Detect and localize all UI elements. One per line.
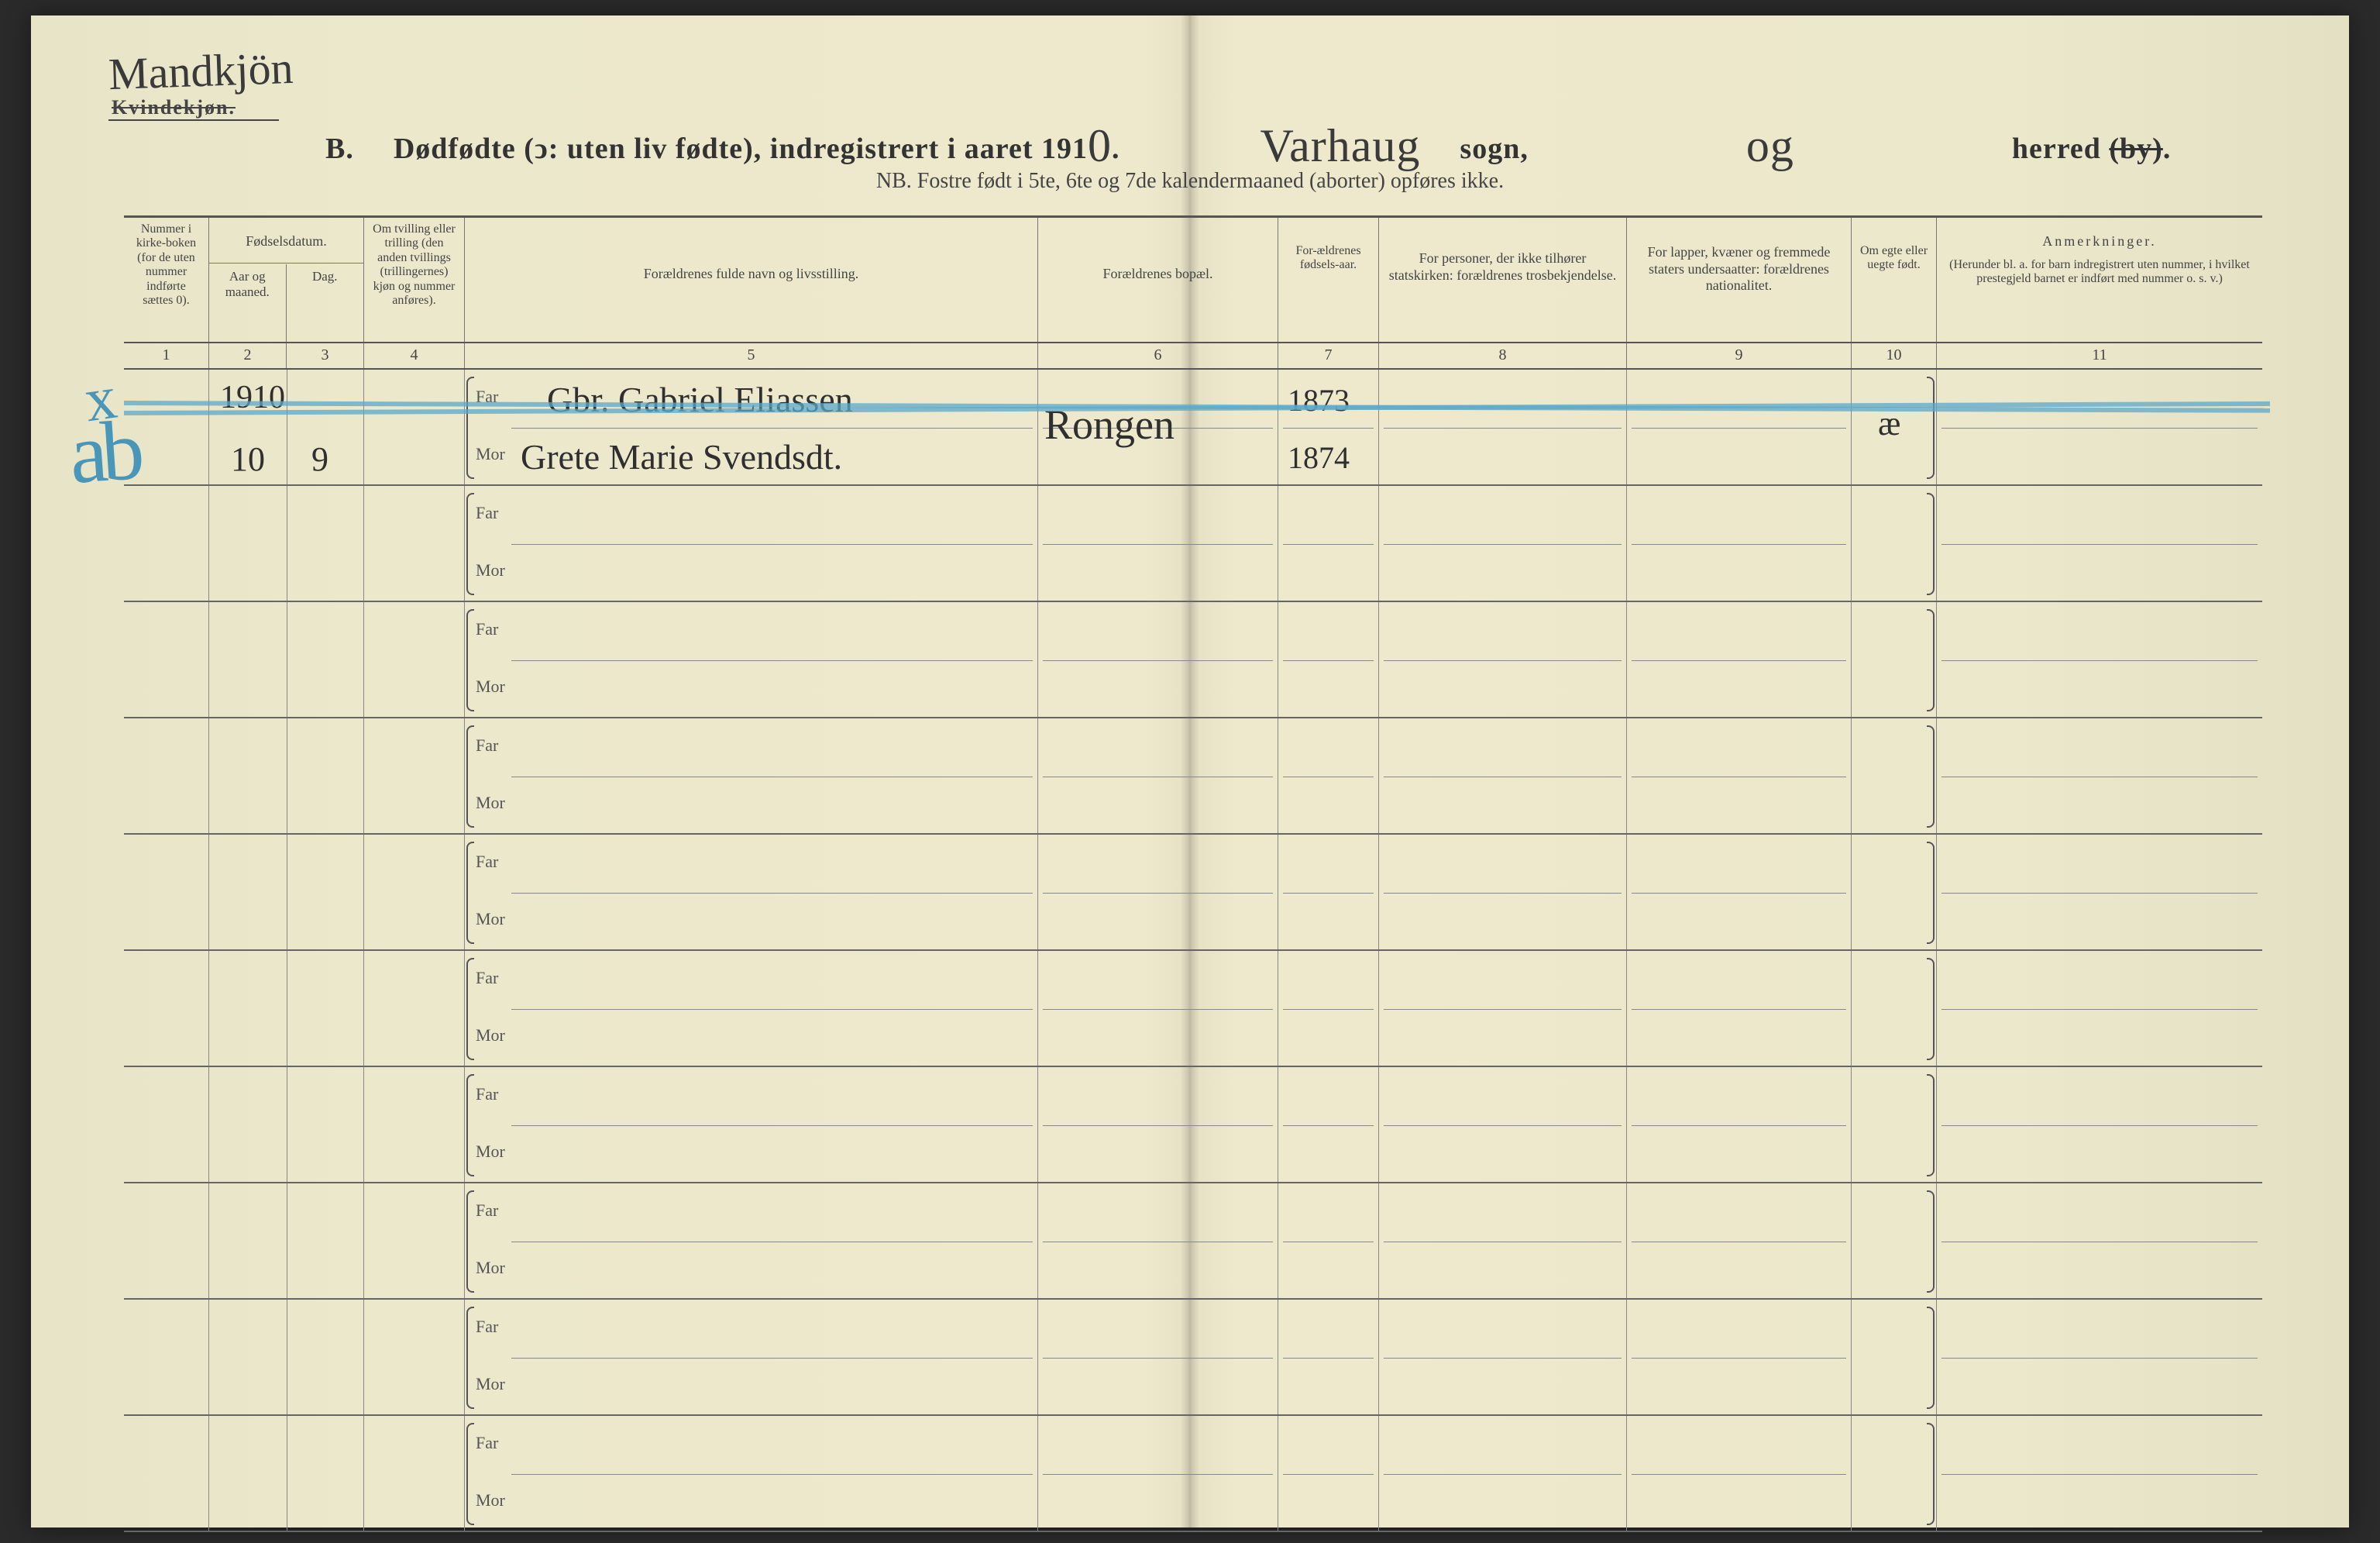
herred-label: herred (by). bbox=[2012, 133, 2172, 165]
far-label: Far bbox=[476, 1433, 498, 1453]
sogn-handwritten: Varhaug bbox=[1260, 120, 1420, 171]
colnum-8: 8 bbox=[1379, 343, 1627, 368]
colnum-1: 1 bbox=[124, 343, 209, 368]
table-row: Far Mor bbox=[124, 718, 2262, 835]
far-label: Far bbox=[476, 1317, 498, 1337]
colnum-7: 7 bbox=[1278, 343, 1379, 368]
herred-strike: (by) bbox=[2109, 133, 2162, 165]
table-row: Far Mor bbox=[124, 951, 2262, 1067]
mor-label: Mor bbox=[476, 1258, 505, 1278]
table-row: Far Mor bbox=[124, 1416, 2262, 1532]
far-label: Far bbox=[476, 1084, 498, 1104]
mor-label: Mor bbox=[476, 1142, 505, 1162]
underline bbox=[108, 119, 279, 121]
nb-line: NB. Fostre født i 5te, 6te og 7de kalend… bbox=[31, 169, 2349, 194]
colnum-11: 11 bbox=[1937, 343, 2262, 368]
entry-month: 10 bbox=[231, 439, 265, 479]
colnum-2: 2 bbox=[209, 343, 287, 368]
title-main: Dødfødte (ↄ: uten liv fødte), indregistr… bbox=[394, 133, 1088, 165]
col11-sub: (Herunder bl. a. for barn indregistrert … bbox=[1943, 250, 2256, 287]
table-row: Far Mor bbox=[124, 1067, 2262, 1183]
colnum-9: 9 bbox=[1627, 343, 1852, 368]
mor-label: Mor bbox=[476, 1374, 505, 1394]
entry-day: 9 bbox=[311, 439, 328, 479]
col5-head: Forældrenes fulde navn og livsstilling. bbox=[471, 222, 1031, 283]
colnum-6: 6 bbox=[1038, 343, 1278, 368]
gender-handwritten: Mandkjön bbox=[108, 42, 294, 100]
title-period: . bbox=[1112, 133, 1120, 165]
title-year-digit: 0 bbox=[1088, 120, 1112, 171]
mor-label: Mor bbox=[476, 1490, 505, 1510]
mor-label: Mor bbox=[476, 909, 505, 929]
margin-blue-ab: ab bbox=[67, 401, 141, 504]
far-label: Far bbox=[476, 619, 498, 639]
col2a-head: Aar og maaned. bbox=[209, 264, 287, 342]
col3-head: Om tvilling eller trilling (den anden tv… bbox=[370, 222, 458, 308]
table-row: Far Mor bbox=[124, 602, 2262, 718]
mor-label: Mor bbox=[476, 444, 505, 464]
sogn-label: sogn, bbox=[1460, 133, 1528, 165]
col8-head: For personer, der ikke tilhører statskir… bbox=[1385, 222, 1620, 284]
herred-handwritten: og bbox=[1746, 120, 1794, 171]
column-numbers: 1 2 3 4 5 6 7 8 9 10 11 bbox=[124, 343, 2262, 370]
mor-label: Mor bbox=[476, 793, 505, 813]
colnum-3: 3 bbox=[287, 343, 364, 368]
table-row: Far Mor bbox=[124, 1300, 2262, 1416]
father-name: Gbr. Gabriel Eliassen bbox=[547, 379, 853, 420]
mother-birthyear: 1874 bbox=[1288, 439, 1350, 476]
table-row: Far Mor bbox=[124, 835, 2262, 951]
table-row: Far Mor bbox=[124, 1183, 2262, 1300]
table-row: 1910 10 9 Far Mor Gbr. Gabriel Eliassen … bbox=[124, 370, 2262, 486]
col7-head: For-ældrenes fødsels-aar. bbox=[1285, 222, 1372, 273]
title-prefix: B. bbox=[325, 133, 354, 165]
colnum-4: 4 bbox=[364, 343, 465, 368]
col2b-head: Dag. bbox=[287, 264, 364, 342]
residence: Rongen bbox=[1044, 401, 1175, 449]
mor-label: Mor bbox=[476, 560, 505, 580]
col9-head: For lapper, kvæner og fremmede staters u… bbox=[1633, 222, 1845, 294]
col2-head: Fødselsdatum. bbox=[215, 222, 357, 250]
mother-name: Grete Marie Svendsdt. bbox=[521, 436, 842, 477]
gender-printed-strikeout: Kvindekjøn. bbox=[112, 96, 236, 119]
table-header: Nummer i kirke-boken (for de uten nummer… bbox=[124, 218, 2262, 343]
mor-label: Mor bbox=[476, 677, 505, 697]
far-label: Far bbox=[476, 1200, 498, 1221]
table-body: 1910 10 9 Far Mor Gbr. Gabriel Eliassen … bbox=[124, 370, 2262, 1532]
title-row: B. Dødfødte (ↄ: uten liv fødte), indregi… bbox=[325, 116, 2262, 170]
far-label: Far bbox=[476, 852, 498, 872]
far-label: Far bbox=[476, 503, 498, 523]
mor-label: Mor bbox=[476, 1025, 505, 1045]
register-table: Nummer i kirke-boken (for de uten nummer… bbox=[124, 215, 2262, 1532]
colnum-5: 5 bbox=[465, 343, 1038, 368]
ledger-page: Mandkjön Kvindekjøn. B. Dødfødte (ↄ: ute… bbox=[31, 15, 2349, 1528]
col11-head: Anmerkninger. bbox=[1943, 222, 2256, 250]
table-row: Far Mor bbox=[124, 486, 2262, 602]
col10-head: Om egte eller uegte født. bbox=[1858, 222, 1930, 273]
far-label: Far bbox=[476, 968, 498, 988]
father-birthyear: 1873 bbox=[1288, 382, 1350, 418]
legitimacy: æ bbox=[1878, 404, 1900, 443]
far-label: Far bbox=[476, 735, 498, 756]
colnum-10: 10 bbox=[1852, 343, 1937, 368]
col1-head: Nummer i kirke-boken (for de uten nummer… bbox=[130, 222, 202, 308]
far-label: Far bbox=[476, 387, 498, 407]
col6-head: Forældrenes bopæl. bbox=[1044, 222, 1271, 283]
entry-year: 1910 bbox=[220, 379, 285, 416]
